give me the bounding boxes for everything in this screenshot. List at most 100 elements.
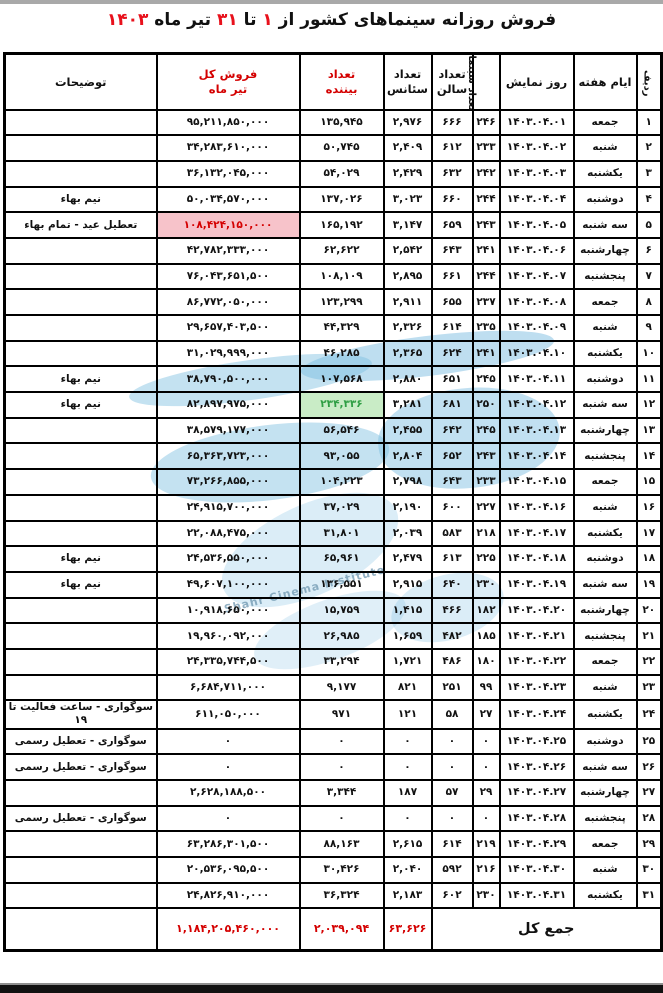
cell-sales: ۲,۶۲۸,۱۸۸,۵۰۰	[155, 778, 301, 807]
cell-cinemas: ۰	[471, 753, 501, 781]
table-row: ۶ چهارشنبه ۱۴۰۳.۰۴.۰۶ ۲۴۱ ۶۴۳ ۲,۵۴۲ ۶۲,۶۲۲ ۴۲,۷…	[3, 236, 663, 265]
cell-sessions: ۲,۴۵۵	[382, 416, 433, 445]
cell-date: ۱۴۰۳.۰۴.۰۴	[498, 185, 575, 214]
cell-n: ۸	[635, 288, 663, 316]
cell-viewers: ۶۵,۹۶۱	[298, 545, 385, 573]
cell-sessions: ۲,۱۹۰	[382, 493, 433, 522]
table-row: ۱ جمعه ۱۴۰۳.۰۴.۰۱ ۲۴۶ ۶۶۶ ۲,۹۷۶ ۱۳۵,۹۴۵ ۹۵,۲۱۱,…	[3, 108, 663, 137]
cell-sessions: ۲,۷۹۸	[382, 468, 433, 496]
cell-sessions: ۲,۰۳۹	[382, 519, 433, 548]
cell-cinemas: ۲۳۰	[471, 881, 501, 910]
cell-viewers: ۴۶,۲۸۵	[298, 339, 385, 368]
cell-sessions: ۲,۹۱۱	[382, 288, 433, 316]
cell-sales: ۲۴,۸۲۶,۹۱۰,۰۰۰	[155, 881, 301, 910]
cell-day: جمعه	[572, 830, 638, 858]
cell-date: ۱۴۰۳.۰۴.۲۹	[498, 830, 575, 858]
column-header-day: ایام هفته	[572, 52, 638, 111]
cell-n: ۲۰	[635, 596, 663, 625]
cell-cinemas: ۲۴۲	[471, 159, 501, 188]
cell-notes	[3, 493, 158, 522]
table-row: ۱۲ سه شنبه ۱۴۰۳.۰۴.۱۲ ۲۵۰ ۶۸۱ ۳,۲۸۱ ۲۳۴,۳۳۶ ۸۲,…	[3, 391, 663, 419]
cell-date: ۱۴۰۳.۰۴.۱۰	[498, 339, 575, 368]
cell-date: ۱۴۰۳.۰۴.۰۲	[498, 134, 575, 162]
total-sales: ۱,۱۸۴,۲۰۵,۴۶۰,۰۰۰	[155, 907, 301, 952]
cell-notes	[3, 442, 158, 471]
cell-viewers: ۵۶,۵۴۶	[298, 416, 385, 445]
cell-notes: نیم بهاء	[3, 365, 158, 394]
cell-viewers: ۹۳,۰۵۵	[298, 442, 385, 471]
cell-cinemas: ۲۵۰	[471, 391, 501, 419]
table-row: ۱۰ یکشنبه ۱۴۰۳.۰۴.۱۰ ۲۴۱ ۶۲۴ ۲,۳۶۵ ۴۶,۲۸۵ ۳۱,۰۲…	[3, 339, 663, 368]
column-header-notes: توضیحات	[3, 52, 158, 111]
cell-sales: ۷۳,۲۶۶,۸۵۵,۰۰۰	[155, 468, 301, 496]
cell-day: پنجشنبه	[572, 442, 638, 471]
cell-day: سه شنبه	[572, 391, 638, 419]
cell-viewers: ۹۷۱	[298, 699, 385, 730]
header-row: ردیف ایام هفته روز نمایش تعداد سینما تعداد سا…	[3, 52, 663, 111]
cell-halls: ۶۰۰	[430, 493, 474, 522]
cell-n: ۲۳	[635, 673, 663, 702]
total-row: جمع کل ۶۳,۶۲۶ ۲,۰۳۹,۰۹۴ ۱,۱۸۴,۲۰۵,۴۶۰,۰۰…	[3, 907, 663, 952]
cell-notes	[3, 236, 158, 265]
cell-sales: ۴۹,۶۰۷,۱۰۰,۰۰۰	[155, 570, 301, 599]
cell-day: چهارشنبه	[572, 416, 638, 445]
cell-sales: ۲۰,۵۳۶,۰۹۵,۵۰۰	[155, 856, 301, 884]
cell-cinemas: ۲۴۳	[471, 442, 501, 471]
cell-halls: ۲۵۱	[430, 673, 474, 702]
cell-sales: ۶۱۱,۰۵۰,۰۰۰	[155, 699, 301, 730]
cell-day: چهارشنبه	[572, 236, 638, 265]
cell-n: ۳۱	[635, 881, 663, 910]
column-header-viewers: تعداد بیننده	[298, 52, 385, 111]
cell-halls: ۵۹۲	[430, 856, 474, 884]
cell-sales: ۳۴,۲۸۳,۶۱۰,۰۰۰	[155, 134, 301, 162]
cell-cinemas: ۲۱۹	[471, 830, 501, 858]
cell-sessions: ۲,۵۴۲	[382, 236, 433, 265]
table-row: ۲۴ یکشنبه ۱۴۰۳.۰۴.۲۴ ۲۷ ۵۸ ۱۲۱ ۹۷۱ ۶۱۱,۰۵۰,۰۰۰ س…	[3, 699, 663, 730]
cell-viewers: ۱۲۳,۲۹۹	[298, 288, 385, 316]
total-sessions: ۶۳,۶۲۶	[382, 907, 433, 952]
cell-sessions: ۲,۴۲۹	[382, 159, 433, 188]
cell-day: پنجشنبه	[572, 804, 638, 833]
cell-cinemas: ۲۲۵	[471, 545, 501, 573]
cell-date: ۱۴۰۳.۰۴.۲۱	[498, 622, 575, 650]
cell-day: چهارشنبه	[572, 778, 638, 807]
cell-date: ۱۴۰۳.۰۴.۱۱	[498, 365, 575, 394]
cell-halls: ۶۴۳	[430, 468, 474, 496]
cell-day: یکشنبه	[572, 159, 638, 188]
cell-notes	[3, 134, 158, 162]
cell-sessions: ۱,۶۵۹	[382, 622, 433, 650]
cell-sales: ۱۹,۹۶۰,۰۹۲,۰۰۰	[155, 622, 301, 650]
cell-sales: ۰	[155, 804, 301, 833]
cell-notes	[3, 596, 158, 625]
cell-sales: ۳۸,۷۹۰,۵۰۰,۰۰۰	[155, 365, 301, 394]
cell-halls: ۶۶۱	[430, 262, 474, 291]
cell-date: ۱۴۰۳.۰۴.۲۸	[498, 804, 575, 833]
cell-sessions: ۳,۰۲۳	[382, 185, 433, 214]
table-footer: جمع کل ۶۳,۶۲۶ ۲,۰۳۹,۰۹۴ ۱,۱۸۴,۲۰۵,۴۶۰,۰۰…	[3, 907, 663, 952]
cell-date: ۱۴۰۳.۰۴.۰۳	[498, 159, 575, 188]
cell-date: ۱۴۰۳.۰۴.۰۶	[498, 236, 575, 265]
title-text: فروش روزانه سینماهای کشور از	[272, 10, 557, 30]
cell-cinemas: ۲۲۷	[471, 493, 501, 522]
cell-date: ۱۴۰۳.۰۴.۰۱	[498, 108, 575, 137]
cell-sales: ۰	[155, 753, 301, 781]
cell-notes: سوگواری - ساعت فعالیت تا ۱۹	[3, 699, 158, 730]
cell-day: یکشنبه	[572, 519, 638, 548]
cell-date: ۱۴۰۳.۰۴.۰۵	[498, 211, 575, 239]
table-row: ۲۶ سه شنبه ۱۴۰۳.۰۴.۲۶ ۰ ۰ ۰ ۰ ۰ سوگواری - تعطیل …	[3, 753, 663, 781]
table-row: ۲۰ چهارشنبه ۱۴۰۳.۰۴.۲۰ ۱۸۲ ۴۶۶ ۱,۴۱۵ ۱۵,۷۵۹ ۱۰,…	[3, 596, 663, 625]
cell-halls: ۶۴۰	[430, 570, 474, 599]
cell-date: ۱۴۰۳.۰۴.۲۷	[498, 778, 575, 807]
cell-day: دوشنبه	[572, 545, 638, 573]
cell-n: ۲۴	[635, 699, 663, 730]
cell-date: ۱۴۰۳.۰۴.۱۸	[498, 545, 575, 573]
cell-cinemas: ۲۴۴	[471, 185, 501, 214]
cell-notes	[3, 108, 158, 137]
cell-cinemas: ۲۴۱	[471, 236, 501, 265]
cell-sessions: ۱۲۱	[382, 699, 433, 730]
cell-sales: ۹۵,۲۱۱,۸۵۰,۰۰۰	[155, 108, 301, 137]
title-text: تیر ماه	[148, 10, 217, 30]
cell-n: ۲۹	[635, 830, 663, 858]
cell-n: ۱۲	[635, 391, 663, 419]
cell-sales: ۴۲,۷۸۲,۳۳۳,۰۰۰	[155, 236, 301, 265]
